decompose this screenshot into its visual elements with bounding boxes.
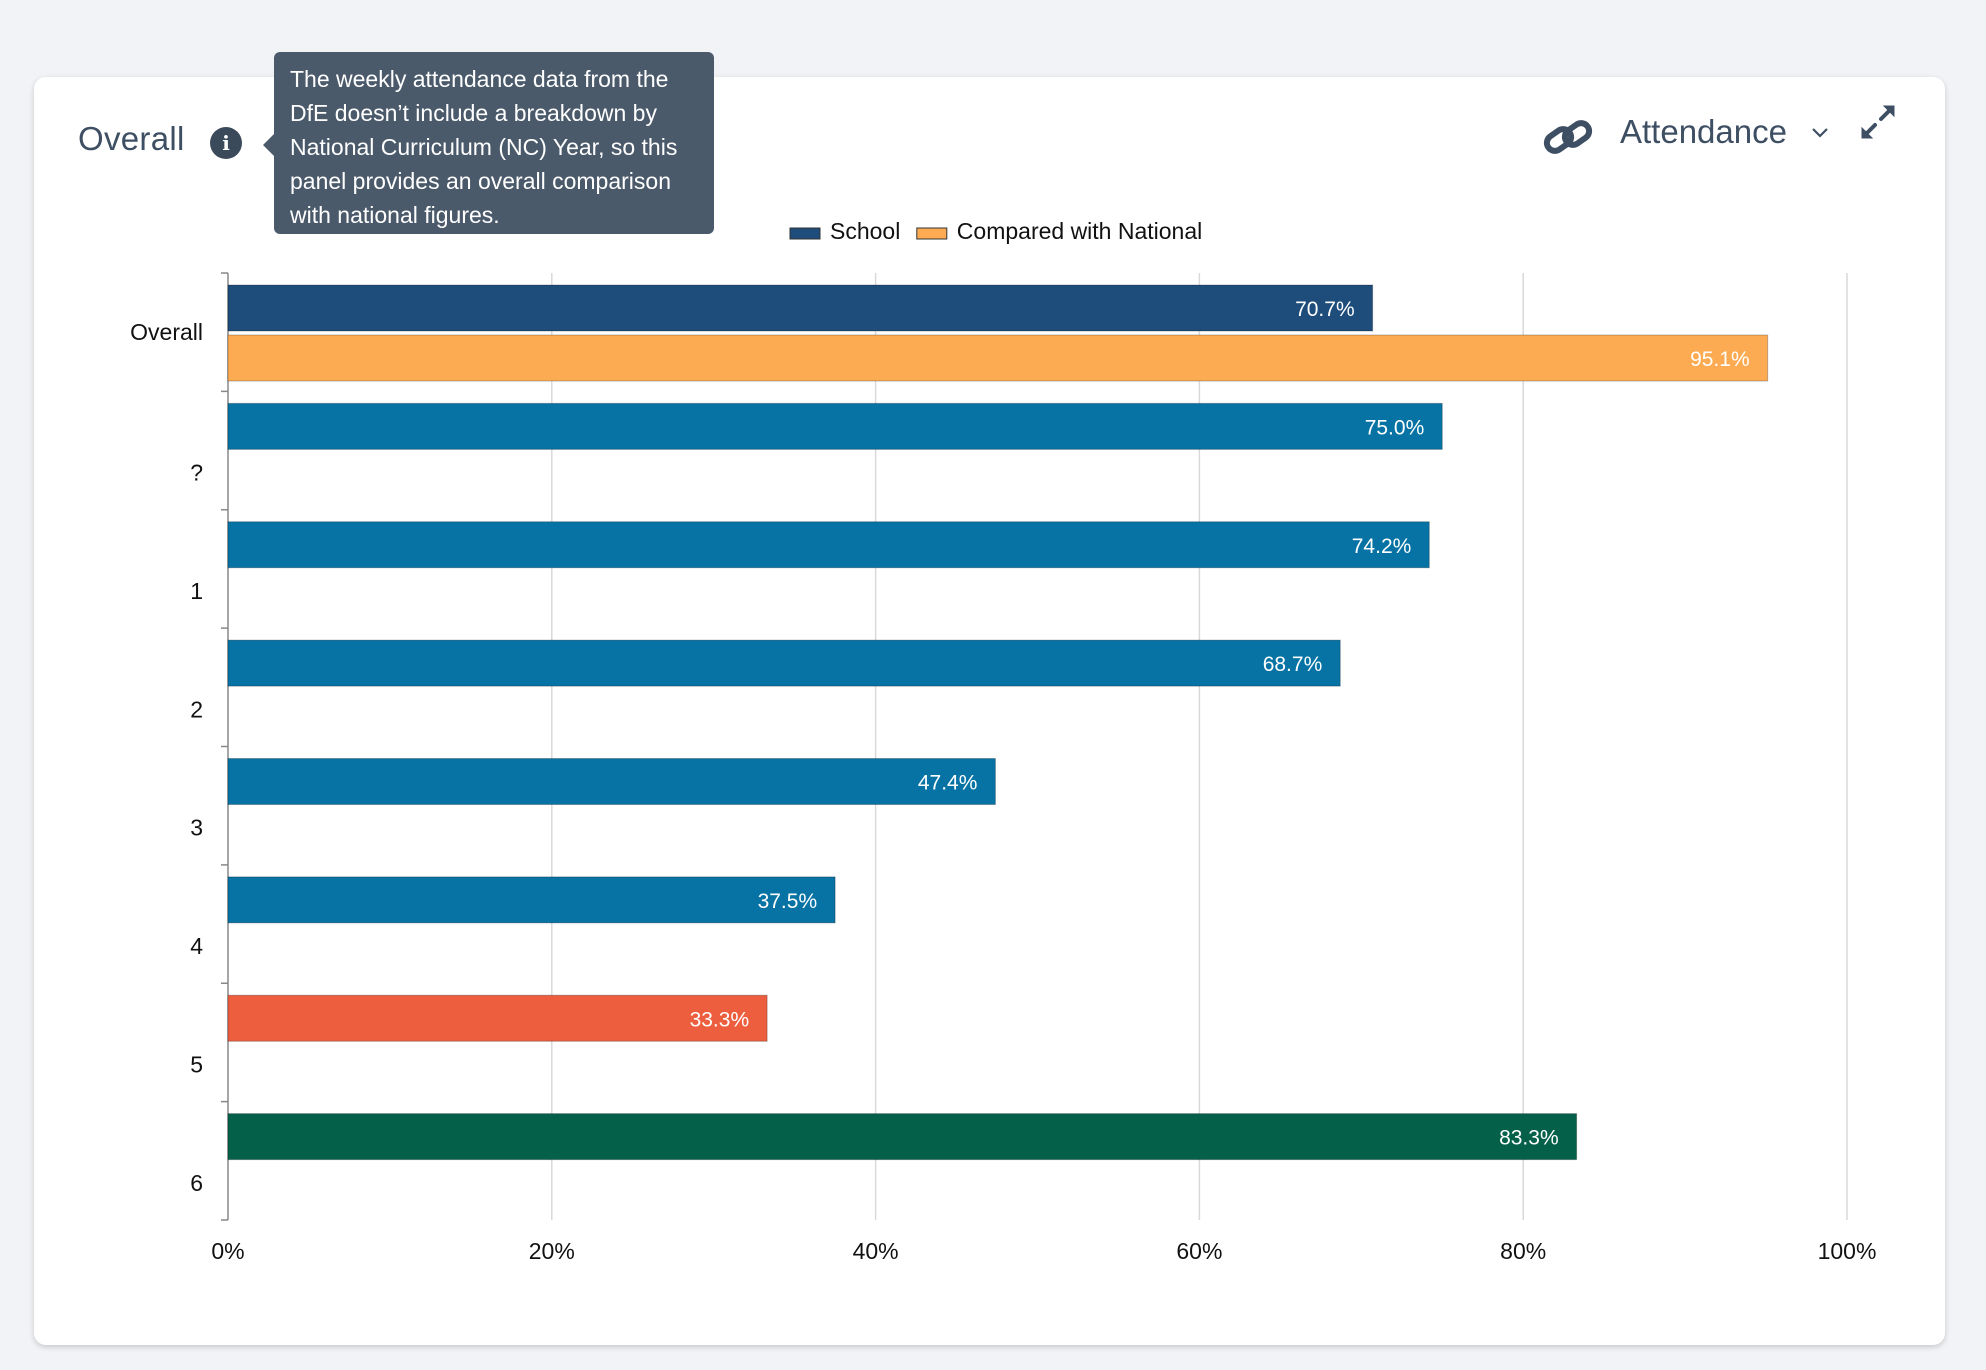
- bar-value-label: 74.2%: [1352, 535, 1412, 558]
- y-category-label: 1: [190, 578, 203, 604]
- x-tick-label: 100%: [1818, 1238, 1877, 1264]
- bar-value-label: 68.7%: [1263, 653, 1323, 676]
- y-category-label: 6: [190, 1170, 203, 1196]
- legend-swatch: [789, 227, 821, 240]
- x-tick-label: 80%: [1500, 1238, 1546, 1264]
- bar: [227, 521, 1430, 569]
- link-icon[interactable]: [1543, 115, 1593, 159]
- y-category-label: 4: [190, 933, 203, 959]
- x-tick-label: 40%: [853, 1238, 899, 1264]
- x-tick-label: 20%: [529, 1238, 575, 1264]
- bar: [227, 994, 768, 1042]
- bar: [227, 284, 1374, 332]
- chevron-down-icon: [1812, 128, 1828, 138]
- panel-title: Overall: [78, 120, 185, 157]
- bar-value-label: 95.1%: [1690, 348, 1750, 371]
- legend-label: Compared with National: [957, 218, 1202, 244]
- bar: [227, 639, 1341, 687]
- y-category-label: 3: [190, 815, 203, 841]
- dataset-dropdown[interactable]: Attendance: [1620, 110, 1829, 154]
- info-tooltip: The weekly attendance data from the DfE …: [263, 52, 714, 234]
- y-category-label: 2: [190, 696, 203, 722]
- y-category-label: 5: [190, 1051, 203, 1077]
- bar-value-label: 83.3%: [1499, 1127, 1559, 1150]
- legend-swatch: [916, 227, 948, 240]
- x-tick-label: 0%: [211, 1238, 244, 1264]
- bar: [227, 1113, 1578, 1161]
- bar: [227, 402, 1443, 450]
- bar-value-label: 70.7%: [1295, 298, 1355, 321]
- bar: [227, 758, 996, 805]
- bar: [227, 876, 836, 924]
- bar-value-label: 37.5%: [758, 890, 818, 913]
- y-category-label: ?: [190, 460, 203, 486]
- bar: [227, 334, 1769, 382]
- bar-value-label: 47.4%: [918, 772, 978, 795]
- x-tick-label: 60%: [1176, 1238, 1222, 1264]
- dataset-label: Attendance: [1620, 113, 1787, 150]
- bar-value-label: 75.0%: [1365, 416, 1425, 439]
- y-category-label: Overall: [130, 319, 203, 345]
- legend-label: School: [830, 218, 900, 244]
- info-icon[interactable]: i: [210, 127, 242, 159]
- bar-value-label: 33.3%: [690, 1008, 750, 1031]
- expand-icon[interactable]: [1860, 104, 1896, 140]
